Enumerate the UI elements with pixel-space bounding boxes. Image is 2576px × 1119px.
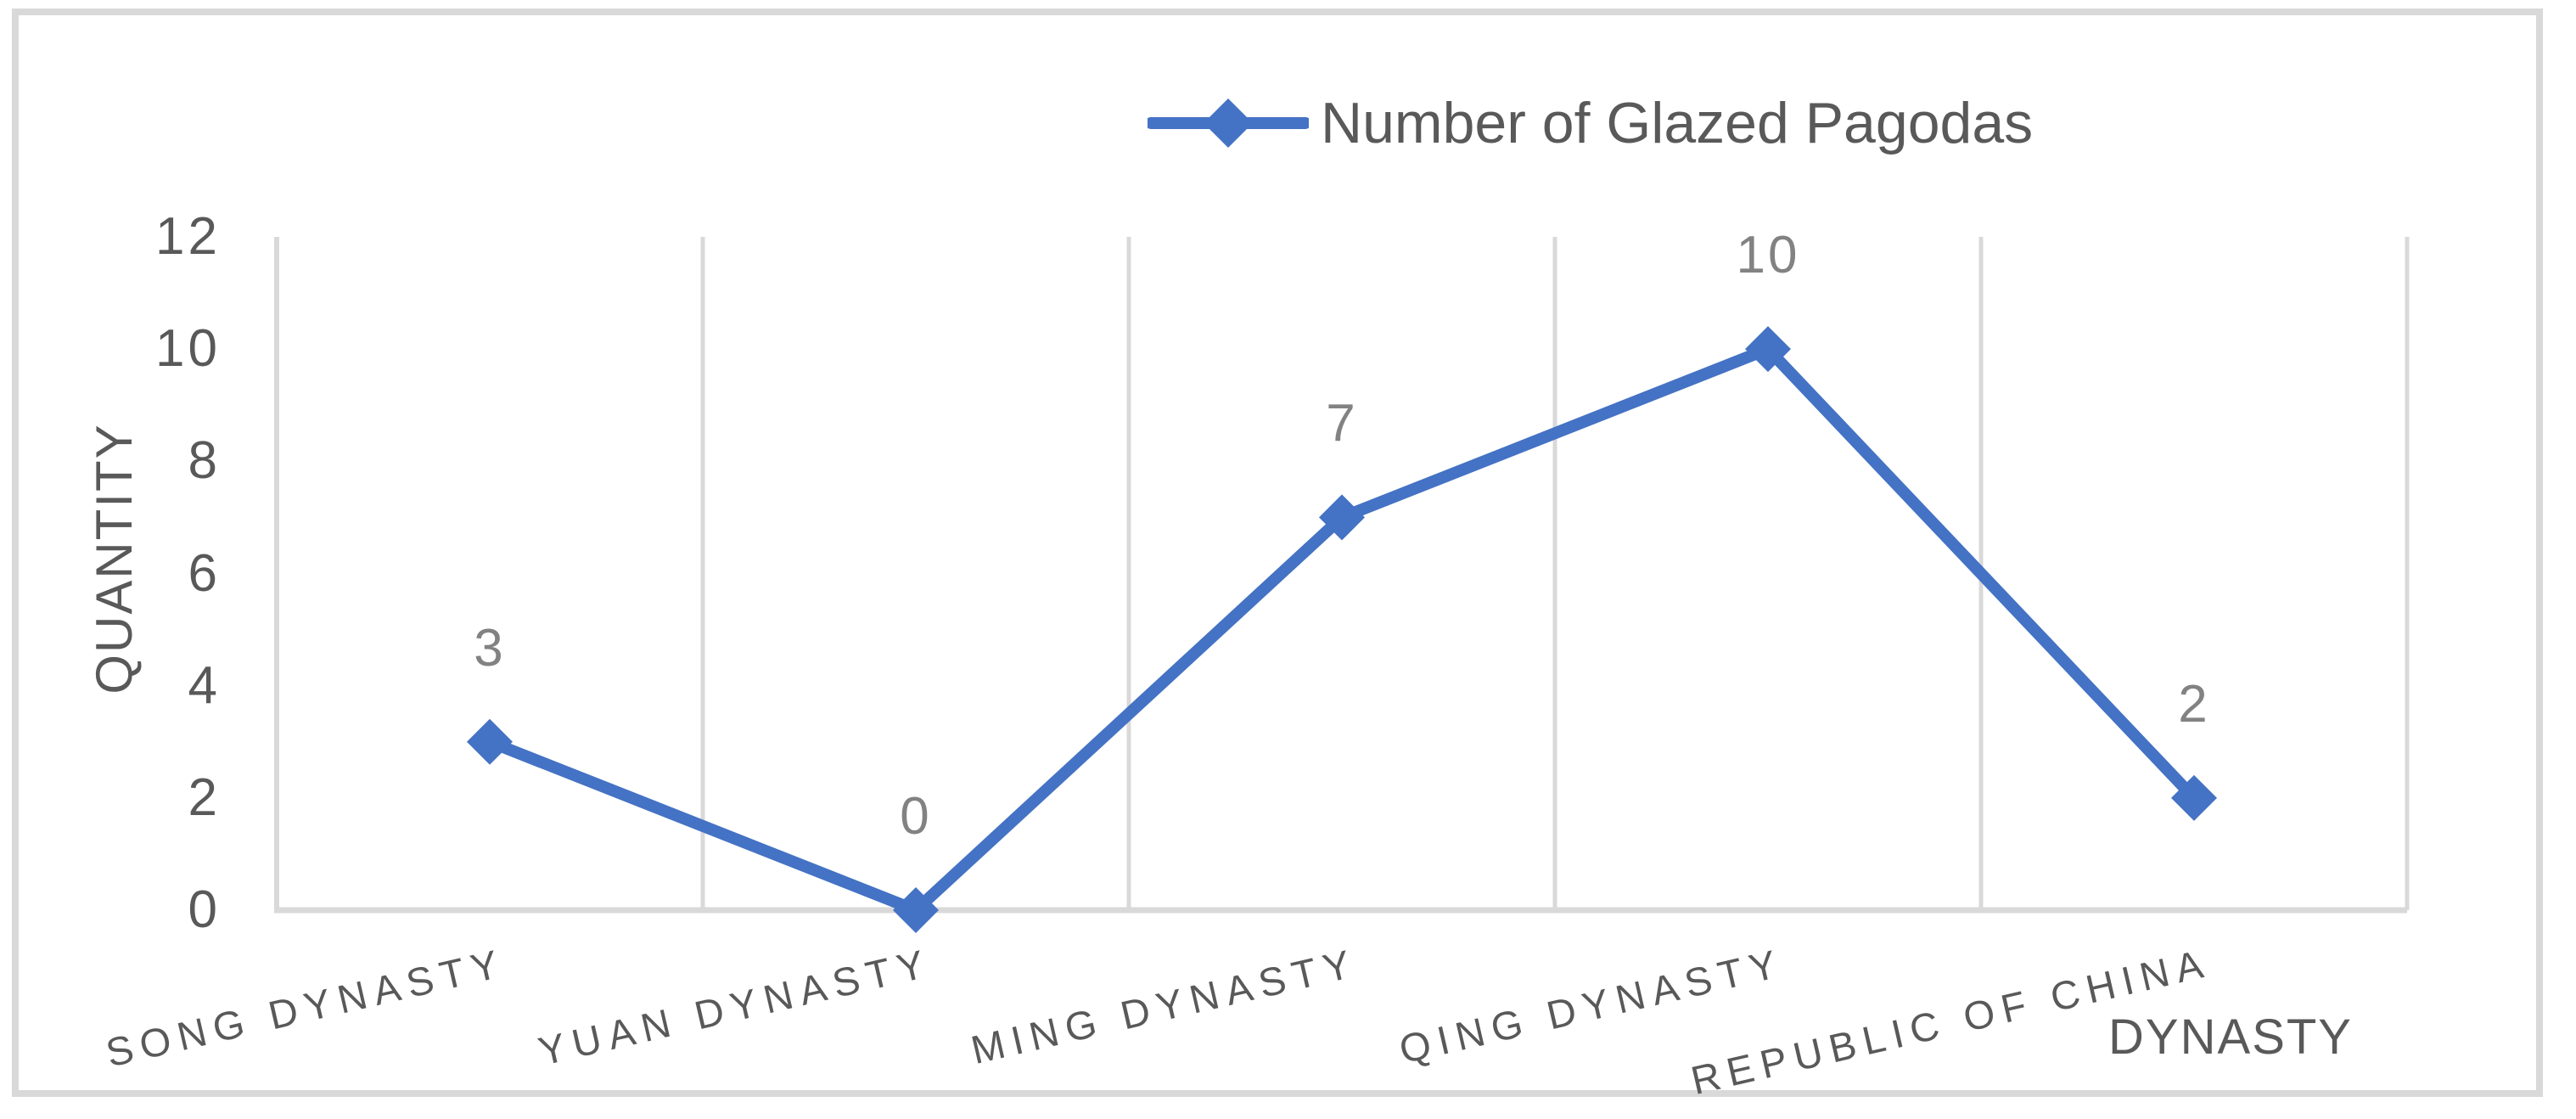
y-tick-label: 12 bbox=[155, 207, 221, 266]
data-point-marker bbox=[1745, 326, 1791, 373]
legend-line-marker-icon bbox=[1148, 98, 1309, 148]
data-point-marker bbox=[1319, 494, 1365, 541]
data-label: 3 bbox=[474, 618, 506, 678]
data-point-marker bbox=[893, 887, 939, 933]
y-tick-label: 0 bbox=[188, 880, 221, 939]
y-tick-label: 4 bbox=[188, 655, 221, 715]
y-tick-label: 8 bbox=[188, 431, 221, 491]
data-label: 10 bbox=[1736, 226, 1800, 285]
x-axis-title: DYNASTY bbox=[2108, 1009, 2353, 1065]
y-axis-title: QUANTITY bbox=[86, 423, 143, 694]
y-tick-label: 2 bbox=[188, 768, 221, 827]
data-point-marker bbox=[2171, 774, 2217, 821]
y-tick-label: 6 bbox=[188, 543, 221, 603]
legend-label: Number of Glazed Pagodas bbox=[1321, 91, 2034, 155]
y-tick-label: 10 bbox=[155, 319, 221, 379]
data-point-marker bbox=[467, 718, 513, 765]
data-label: 0 bbox=[900, 787, 932, 846]
legend: Number of Glazed Pagodas bbox=[1148, 87, 2033, 159]
data-label: 7 bbox=[1326, 394, 1358, 453]
data-label: 2 bbox=[2178, 674, 2210, 734]
